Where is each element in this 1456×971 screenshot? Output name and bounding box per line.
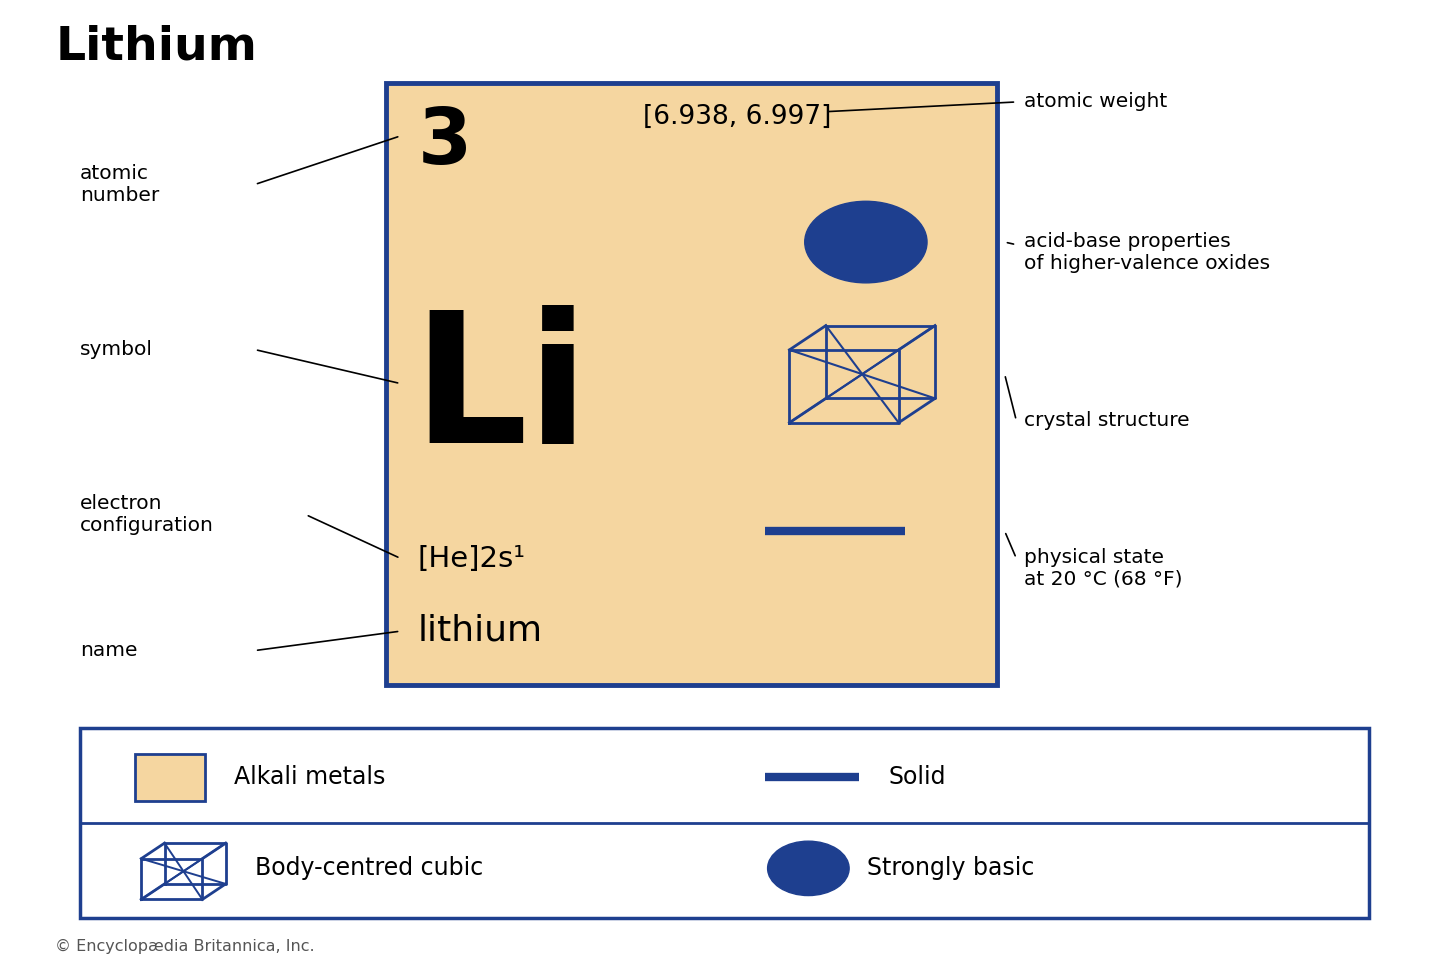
Text: atomic
number: atomic number bbox=[80, 164, 159, 205]
Circle shape bbox=[805, 201, 927, 283]
Text: crystal structure: crystal structure bbox=[1024, 411, 1190, 430]
Text: physical state
at 20 °C (68 °F): physical state at 20 °C (68 °F) bbox=[1024, 548, 1182, 588]
Text: Strongly basic: Strongly basic bbox=[866, 856, 1034, 881]
Text: [He]2s¹: [He]2s¹ bbox=[418, 545, 526, 573]
Text: Solid: Solid bbox=[888, 765, 946, 789]
Text: name: name bbox=[80, 641, 137, 660]
FancyBboxPatch shape bbox=[135, 754, 205, 801]
Text: 3: 3 bbox=[418, 104, 472, 180]
Text: acid-base properties
of higher-valence oxides: acid-base properties of higher-valence o… bbox=[1024, 232, 1270, 273]
Text: lithium: lithium bbox=[418, 614, 543, 648]
Text: Body-centred cubic: Body-centred cubic bbox=[255, 856, 483, 881]
Text: electron
configuration: electron configuration bbox=[80, 494, 214, 535]
Text: [6.938, 6.997]: [6.938, 6.997] bbox=[642, 104, 831, 130]
FancyBboxPatch shape bbox=[386, 83, 997, 685]
Text: © Encyclopædia Britannica, Inc.: © Encyclopædia Britannica, Inc. bbox=[55, 939, 314, 954]
Text: Li: Li bbox=[412, 305, 588, 481]
Text: symbol: symbol bbox=[80, 340, 153, 359]
Text: atomic weight: atomic weight bbox=[1024, 92, 1166, 112]
Text: Lithium: Lithium bbox=[55, 24, 258, 69]
FancyBboxPatch shape bbox=[80, 728, 1369, 918]
Circle shape bbox=[767, 841, 849, 895]
Text: Alkali metals: Alkali metals bbox=[234, 765, 386, 789]
